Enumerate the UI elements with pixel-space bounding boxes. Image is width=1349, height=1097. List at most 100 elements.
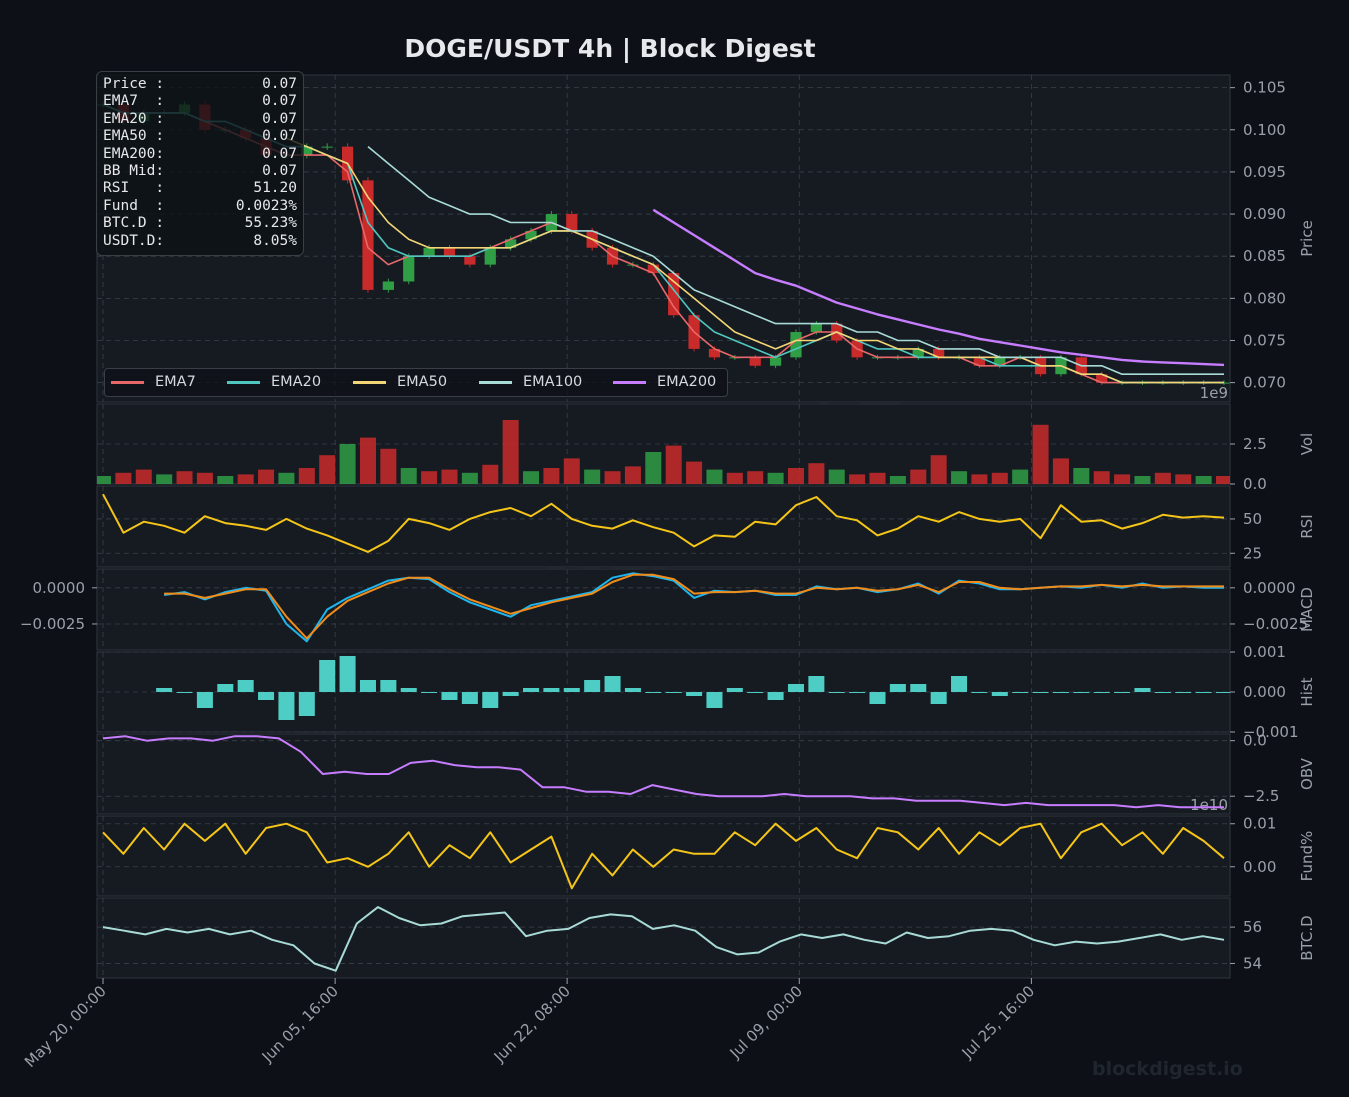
volume-bar — [543, 468, 560, 484]
info-value: 0.07 — [262, 128, 297, 145]
ytick-label-macd-0: −0.0025 — [1243, 615, 1308, 633]
candle-body — [403, 256, 415, 282]
ytick-label-obv-1: 0.0 — [1243, 732, 1267, 750]
panel-body-obv — [102, 735, 1224, 809]
info-key: RSI : — [103, 180, 165, 197]
volume-bar — [951, 471, 968, 484]
legend-swatch — [613, 381, 646, 384]
candle-body — [933, 348, 945, 358]
panel-frame-macd — [96, 568, 1231, 651]
volume-bar — [258, 469, 275, 484]
ytick-left-label-1: 0.0000 — [33, 579, 86, 597]
offset-label-price: 1e9 — [1200, 384, 1228, 402]
hist-bar — [604, 676, 621, 692]
panel-body-rsi — [102, 493, 1225, 553]
info-row: BB Mid: 0.07 — [103, 163, 297, 180]
info-key: EMA200: — [103, 145, 165, 162]
volume-bar — [828, 469, 845, 484]
ytick-label-macd-1: 0.0000 — [1243, 579, 1296, 597]
candle-body — [362, 180, 374, 290]
hist-bar — [1215, 692, 1230, 693]
hist-bar — [706, 692, 723, 708]
ytick-label-rsi-1: 50 — [1243, 510, 1262, 528]
panel-frame-funding — [96, 815, 1231, 897]
volume-bar — [686, 461, 703, 484]
ylabel-funding: Fund% — [1298, 831, 1316, 882]
candle-body — [647, 264, 659, 274]
chart-title: DOGE/USDT 4h | Block Digest — [404, 34, 816, 63]
hist-bar — [808, 676, 825, 692]
ytick-label-obv-0: −2.5 — [1243, 787, 1279, 805]
volume-bar — [319, 455, 336, 484]
candle-body — [505, 239, 517, 248]
info-row: Price : 0.07 — [103, 76, 297, 93]
info-value: 0.07 — [262, 145, 297, 162]
hist-bar — [1154, 692, 1171, 693]
info-key: EMA20 : — [103, 110, 165, 127]
line-signal — [164, 573, 1224, 640]
candle-body — [790, 332, 802, 358]
hist-bar — [563, 688, 580, 692]
candle-body — [566, 214, 578, 231]
volume-bar — [176, 471, 193, 484]
ylabel-volume: Vol — [1298, 433, 1316, 455]
info-key: BB Mid: — [103, 163, 165, 179]
line-obv — [102, 735, 1224, 809]
panel-frame-rsi — [96, 485, 1231, 568]
hist-bar — [502, 692, 519, 696]
ytick-label-price-3: 0.085 — [1243, 247, 1286, 265]
volume-bar — [645, 452, 662, 484]
volume-bar — [563, 458, 580, 484]
volume-bar — [910, 469, 927, 484]
info-value: 0.07 — [262, 163, 297, 179]
hist-bar — [726, 688, 743, 692]
hist-bar — [1032, 692, 1049, 693]
legend-swatch — [353, 381, 386, 384]
volume-bar — [97, 476, 112, 484]
candle-body — [1096, 374, 1108, 383]
hist-bar — [217, 684, 234, 692]
candle-body — [708, 348, 721, 358]
hist-bar — [645, 692, 662, 693]
volume-bar — [339, 444, 356, 484]
volume-bar — [502, 420, 519, 484]
volume-bar — [747, 471, 764, 484]
volume-bar — [665, 445, 682, 484]
hist-bar — [930, 692, 947, 704]
ytick-label-price-2: 0.080 — [1243, 289, 1286, 307]
info-value: 8.05% — [253, 232, 297, 249]
hist-bar — [1195, 692, 1212, 693]
candle-body — [810, 323, 822, 333]
hist-bar — [686, 692, 703, 696]
volume-bar — [869, 472, 886, 484]
hist-bar — [910, 684, 927, 692]
ytick-label-btcd-1: 56 — [1243, 918, 1262, 936]
panel-funding: 0.00 0.01 Fund% — [96, 815, 1316, 897]
ylabel-price: Price — [1298, 220, 1316, 257]
legend-label: EMA7 — [155, 374, 196, 390]
hist-bar — [828, 692, 845, 693]
hist-bar — [1175, 692, 1192, 693]
hist-bar — [543, 688, 560, 692]
hist-bar — [380, 680, 397, 692]
hist-bar — [951, 676, 968, 692]
info-value: 55.23% — [244, 215, 297, 232]
ytick-label-price-4: 0.090 — [1243, 205, 1286, 223]
ytick-label-btcd-0: 54 — [1243, 954, 1262, 972]
info-row: EMA200: 0.07 — [103, 146, 297, 163]
volume-bar — [400, 468, 417, 484]
volume-bar — [1175, 474, 1192, 484]
volume-bar — [849, 474, 866, 484]
volume-bar — [298, 468, 315, 484]
panel-frame-btcd — [96, 897, 1231, 979]
candle-body — [769, 357, 782, 366]
volume-bar — [1032, 424, 1049, 484]
hist-bar — [176, 692, 193, 693]
hist-bar — [849, 692, 866, 693]
hist-bar — [665, 692, 682, 693]
volume-bar — [991, 472, 1008, 484]
panel-body-funding — [102, 822, 1225, 890]
ytick-label-funding-0: 0.00 — [1243, 858, 1276, 876]
